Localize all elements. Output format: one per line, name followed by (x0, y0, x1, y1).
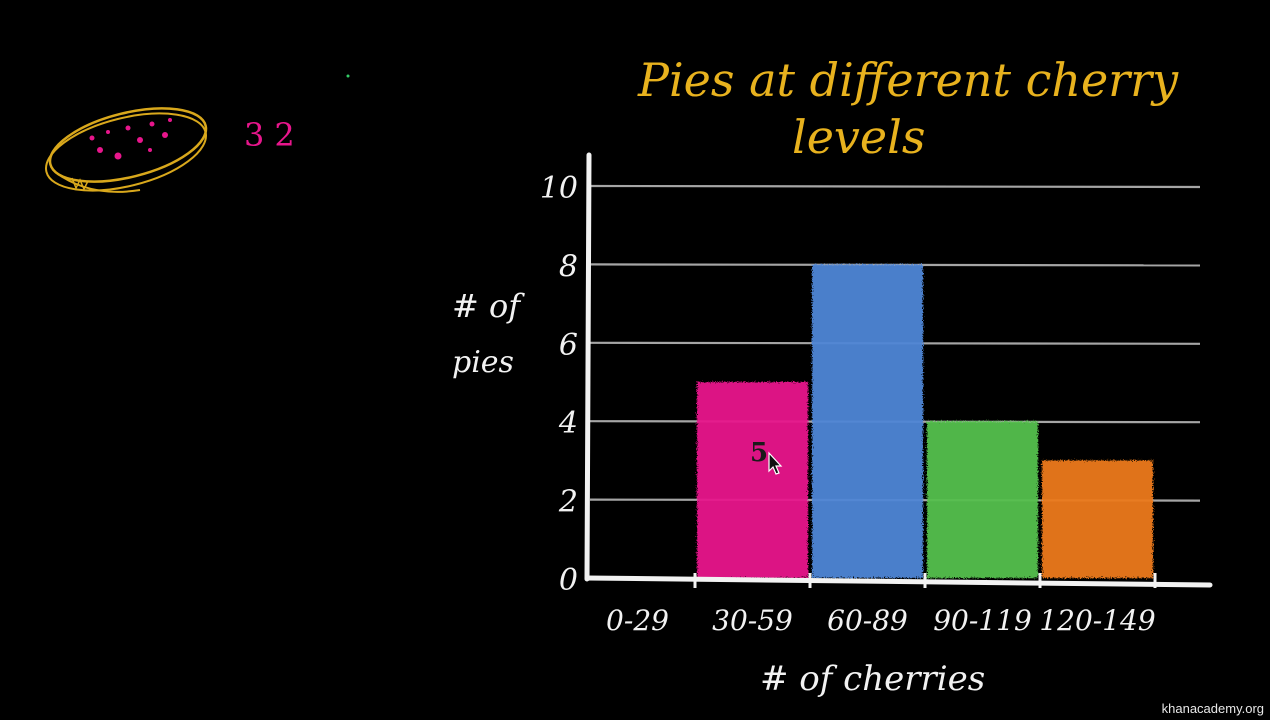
y-tick-label-8: 8 (559, 249, 578, 284)
watermark: khanacademy.org (1161, 701, 1264, 716)
y-tick-label-4: 4 (558, 406, 578, 441)
x-tick-label-90-119: 90-119 (933, 604, 1032, 637)
x-tick-label-0-29: 0-29 (606, 604, 669, 637)
chart-title-line-2: levels (792, 110, 925, 164)
histogram-bars (697, 264, 1153, 578)
stray-chalk-dot (346, 74, 350, 78)
chart-title-line-1: Pies at different cherry (637, 53, 1179, 107)
y-tick-labels: 0 2 4 6 8 10 (540, 171, 578, 598)
cherry-pie-sketch (45, 107, 208, 193)
mouse-cursor-icon (768, 451, 783, 475)
grid-line-10 (589, 184, 1201, 189)
pie-cherry-count: 32 (244, 116, 305, 154)
bar-90-119 (927, 421, 1038, 578)
x-axis-line (584, 575, 1213, 588)
bar-30-59 (697, 382, 808, 578)
x-tick-label-120-149: 120-149 (1039, 604, 1155, 637)
y-tick-label-0: 0 (559, 563, 578, 598)
y-axis-label-line-2: pies (452, 345, 514, 380)
bar-60-89 (812, 264, 923, 578)
x-tick-label-60-89: 60-89 (827, 604, 908, 637)
y-tick-label-6: 6 (559, 328, 578, 363)
y-tick-label-2: 2 (558, 485, 578, 520)
y-axis-label-line-1: # of (452, 287, 525, 325)
x-tick-label-30-59: 30-59 (712, 604, 793, 637)
bar-annotation-value: 5 (750, 438, 768, 468)
y-tick-label-10: 10 (540, 171, 578, 206)
bar-120-149 (1042, 460, 1153, 578)
x-tick-labels: 0-29 30-59 60-89 90-119 120-149 (606, 573, 1157, 637)
x-axis-label: # of cherries (760, 659, 985, 699)
y-axis-line (584, 152, 592, 582)
